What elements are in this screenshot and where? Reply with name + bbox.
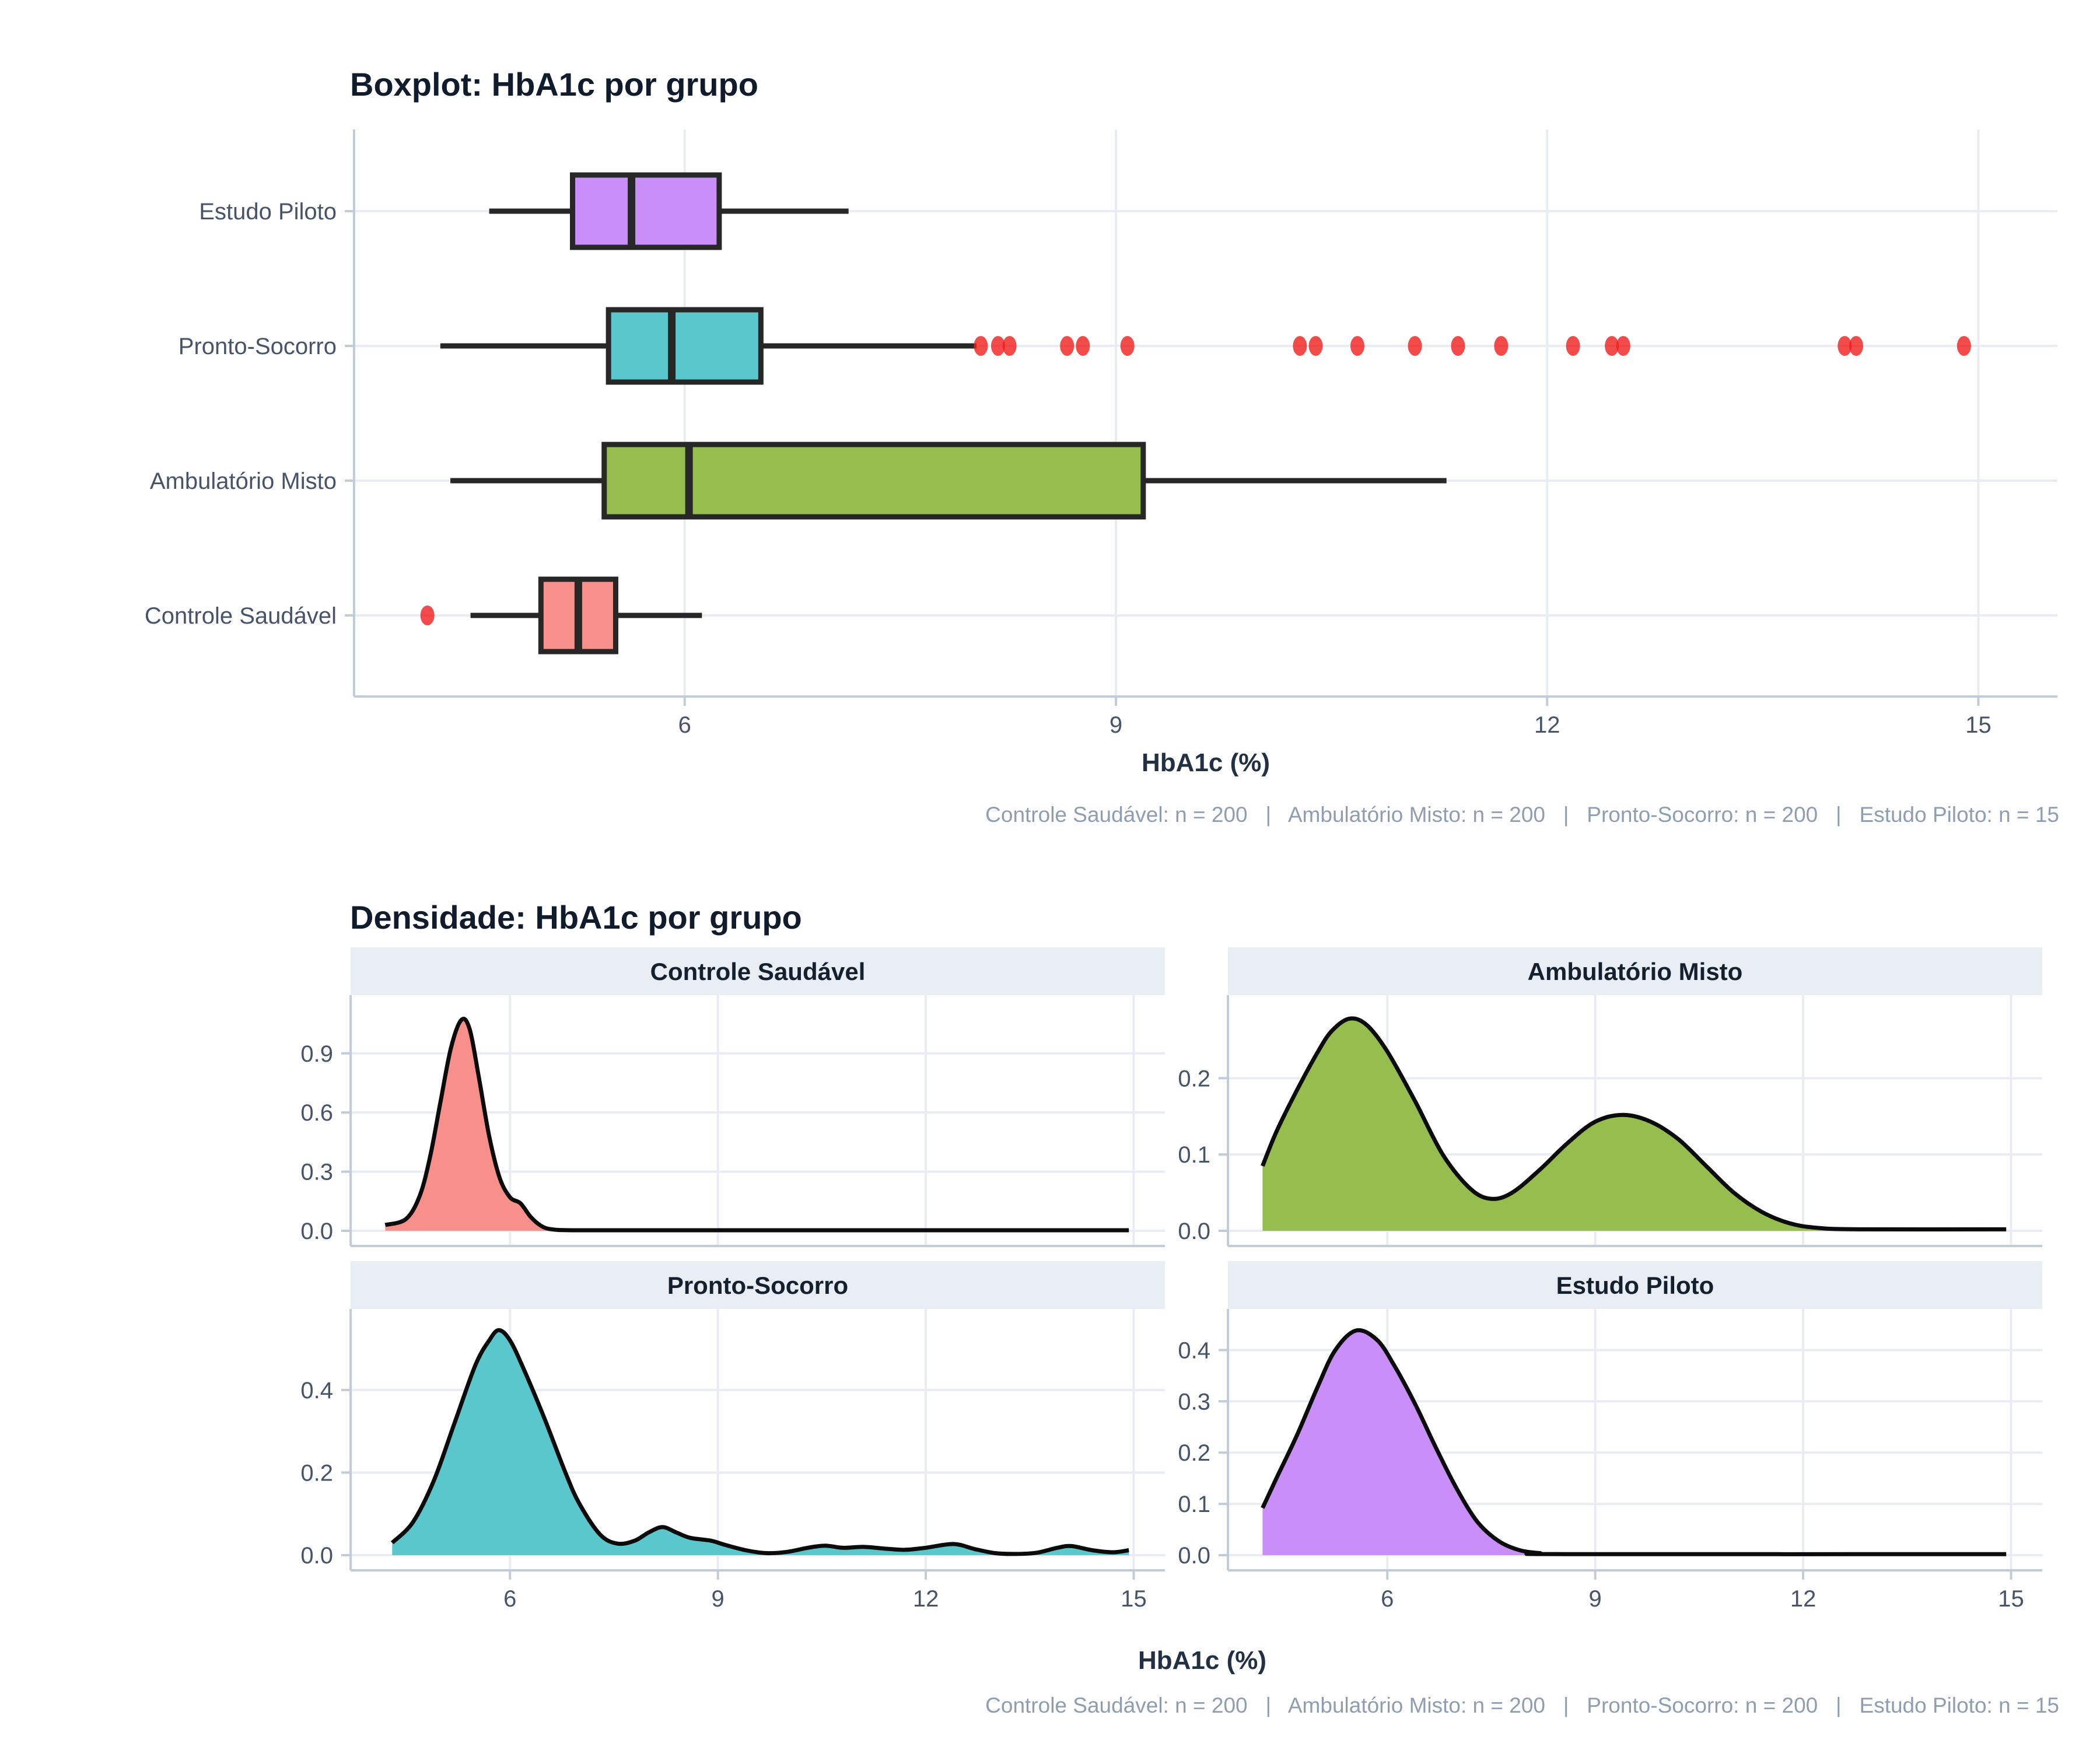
boxplot-title: Boxplot: HbA1c por grupo xyxy=(350,66,758,103)
density-curve xyxy=(1261,1328,2007,1556)
facet-strip-label: Estudo Piloto xyxy=(1556,1272,1714,1299)
outlier-point xyxy=(420,606,435,625)
outlier-point xyxy=(1293,336,1307,356)
density-title: Densidade: HbA1c por grupo xyxy=(350,899,802,936)
outlier-point xyxy=(1605,336,1619,356)
box-green xyxy=(601,442,1146,520)
density-area-teal xyxy=(392,1330,1129,1555)
boxplot-category-label: Pronto-Socorro xyxy=(178,334,337,359)
outlier-point xyxy=(1002,336,1017,356)
density-y-tick-label: 0.2 xyxy=(300,1460,333,1486)
density-y-tick-label: 0.0 xyxy=(1178,1543,1210,1569)
density-facet-3: Pronto-Socorro 0.0 0.2 0.4 6 9 12 15 xyxy=(300,1261,1165,1612)
density-x-tick-label: 6 xyxy=(1381,1586,1394,1612)
density-curve xyxy=(390,1328,1129,1556)
outlier-point xyxy=(1838,336,1852,356)
boxplot-x-tick-label: 9 xyxy=(1110,712,1122,738)
density-area-salmon xyxy=(385,1019,1129,1231)
facet-strip xyxy=(351,1261,1165,1309)
density-curve xyxy=(384,1017,1129,1233)
box-teal xyxy=(606,307,764,385)
density-y-tick-label: 0.3 xyxy=(1178,1389,1210,1415)
outlier-point xyxy=(1120,336,1135,356)
density-x-tick-label: 15 xyxy=(1121,1586,1147,1612)
boxplot-category-label: Controle Saudável xyxy=(145,603,337,629)
outlier-point xyxy=(1308,336,1323,356)
facet-strip-label: Ambulatório Misto xyxy=(1528,958,1743,985)
density-caption: Controle Saudável: n = 200 | Ambulatório… xyxy=(985,1693,2059,1717)
outlier-point xyxy=(1350,336,1364,356)
outlier-point xyxy=(1566,336,1580,356)
density-x-tick-label: 9 xyxy=(712,1586,724,1612)
density-y-tick-label: 0.3 xyxy=(300,1160,333,1185)
density-facet-1: Controle Saudável 0.0 0.3 0.6 0.9 xyxy=(300,947,1165,1247)
boxplot-panel: 6 9 12 15 Estudo Piloto Pronto-Socorro Ambulat… xyxy=(145,130,2057,738)
density-area-green xyxy=(1262,1018,2007,1231)
boxplot-group-4: Controle Saudável xyxy=(145,576,702,654)
outlier-point xyxy=(991,336,1005,356)
outlier-point xyxy=(1616,336,1630,356)
boxplot-category-label: Ambulatório Misto xyxy=(150,468,337,494)
facet-strip xyxy=(1228,947,2042,995)
facet-strip-label: Pronto-Socorro xyxy=(667,1272,848,1299)
density-y-tick-label: 0.0 xyxy=(300,1219,333,1244)
outlier-point xyxy=(1849,336,1864,356)
boxplot-category-label: Estudo Piloto xyxy=(199,199,337,225)
density-y-tick-label: 0.1 xyxy=(1178,1492,1210,1517)
density-facet-4: Estudo Piloto 0.0 0.1 0.2 0.3 0.4 6 9 12 15 xyxy=(1178,1261,2042,1612)
density-x-tick-label: 15 xyxy=(1998,1586,2024,1612)
density-facet-2: Ambulatório Misto 0.0 0.1 0.2 xyxy=(1178,947,2042,1247)
outlier-point xyxy=(974,336,988,356)
density-area-purple xyxy=(1262,1330,2007,1555)
boxplot-caption: Controle Saudável: n = 200 | Ambulatório… xyxy=(985,803,2059,827)
density-curve xyxy=(1261,1016,2007,1232)
density-x-tick-label: 9 xyxy=(1589,1586,1602,1612)
boxplot-group-3: Ambulatório Misto xyxy=(150,442,1447,520)
density-y-tick-label: 0.6 xyxy=(300,1100,333,1126)
density-y-tick-label: 0.2 xyxy=(1178,1066,1210,1091)
outlier-point xyxy=(1957,336,1971,356)
density-x-tick-label: 12 xyxy=(1790,1586,1817,1612)
boxplot-group-2: Pronto-Socorro xyxy=(178,307,1971,385)
density-x-tick-label: 6 xyxy=(503,1586,516,1612)
boxplot-x-tick-label: 12 xyxy=(1534,712,1560,738)
outlier-point xyxy=(1408,336,1422,356)
density-y-tick-label: 0.1 xyxy=(1178,1142,1210,1168)
boxplot-group-1: Estudo Piloto xyxy=(199,172,849,250)
density-y-tick-label: 0.0 xyxy=(300,1543,333,1569)
density-y-tick-label: 0.4 xyxy=(1178,1338,1210,1363)
boxplot-x-axis-title: HbA1c (%) xyxy=(1141,748,1270,777)
outlier-point xyxy=(1060,336,1074,356)
facet-strip-label: Controle Saudável xyxy=(650,958,866,985)
density-x-axis-title: HbA1c (%) xyxy=(1138,1646,1267,1675)
density-y-tick-label: 0.0 xyxy=(1178,1219,1210,1244)
density-y-tick-label: 0.4 xyxy=(300,1378,333,1404)
facet-strip xyxy=(351,947,1165,995)
density-x-tick-label: 12 xyxy=(913,1586,939,1612)
facet-strip xyxy=(1228,1261,2042,1309)
outlier-point xyxy=(1076,336,1090,356)
density-y-tick-label: 0.9 xyxy=(300,1041,333,1067)
box-purple xyxy=(570,172,722,250)
boxplot-x-tick-label: 6 xyxy=(678,712,691,738)
boxplot-x-tick-label: 15 xyxy=(1965,712,1992,738)
outlier-point xyxy=(1451,336,1465,356)
density-y-tick-label: 0.2 xyxy=(1178,1440,1210,1466)
outlier-point xyxy=(1494,336,1508,356)
